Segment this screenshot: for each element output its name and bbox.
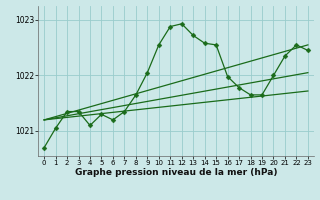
X-axis label: Graphe pression niveau de la mer (hPa): Graphe pression niveau de la mer (hPa) (75, 168, 277, 177)
